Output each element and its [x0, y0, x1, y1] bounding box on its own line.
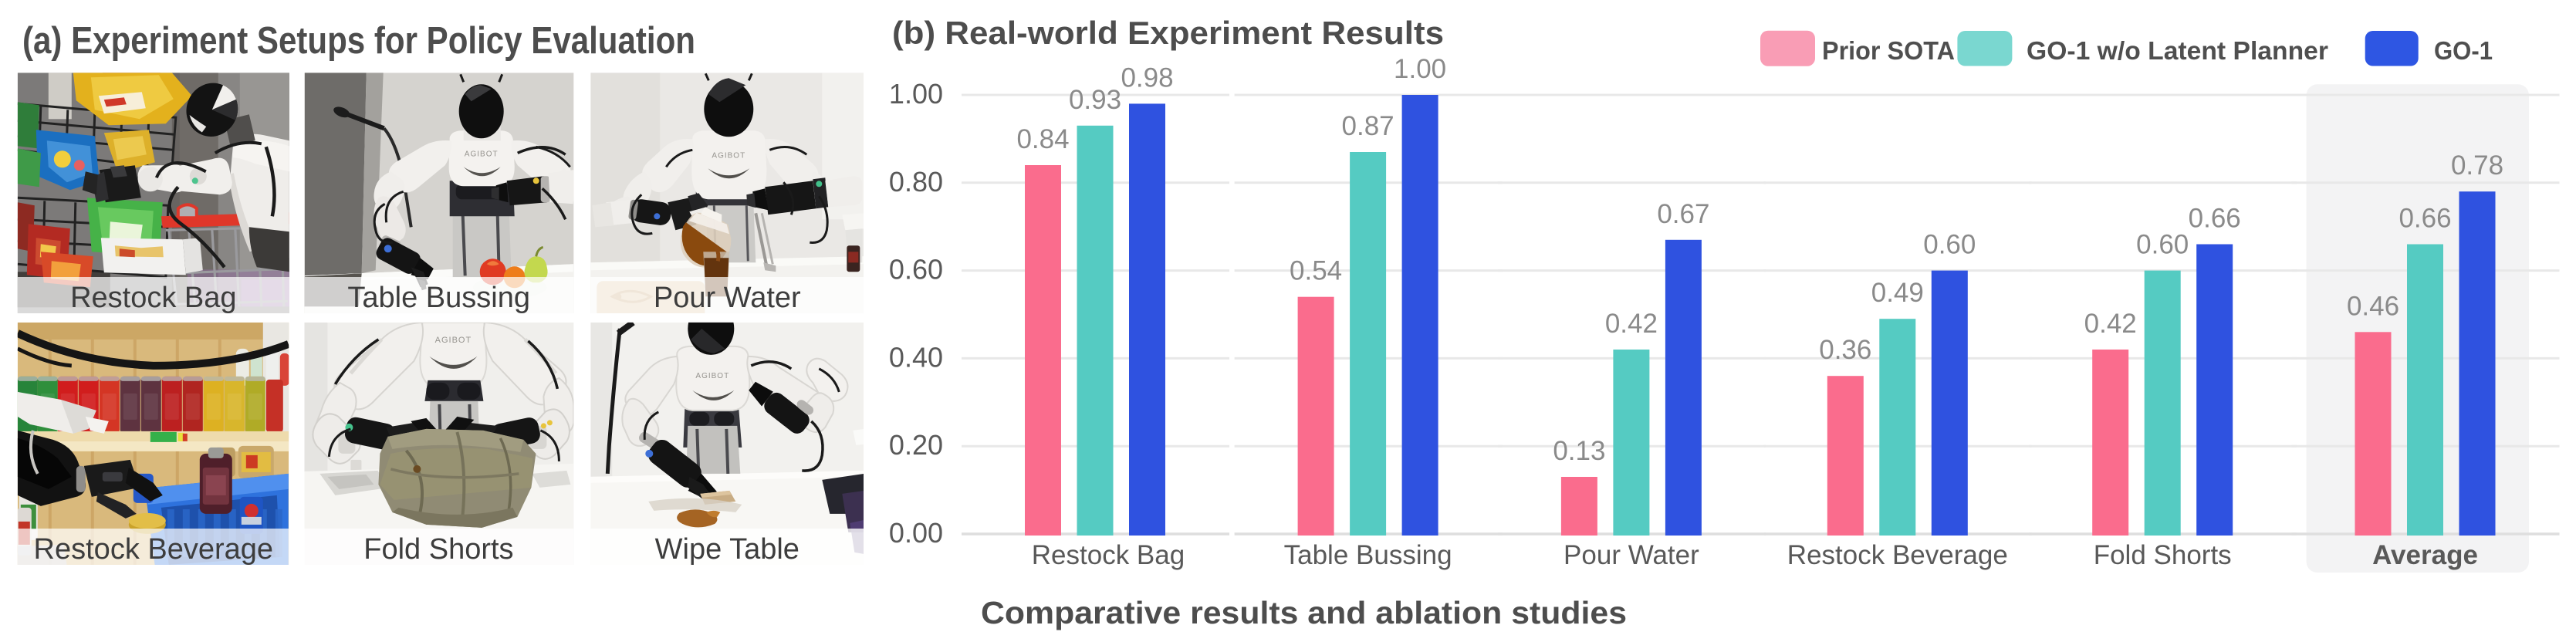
svg-text:Restock Beverage: Restock Beverage — [34, 533, 274, 566]
svg-text:Pour Water: Pour Water — [1564, 540, 1699, 570]
svg-text:1.00: 1.00 — [1394, 54, 1446, 84]
svg-text:0.40: 0.40 — [889, 341, 943, 373]
svg-text:1.00: 1.00 — [889, 78, 943, 110]
svg-text:0.13: 0.13 — [1553, 436, 1605, 466]
svg-text:Comparative results and ablati: Comparative results and ablation studies — [981, 595, 1627, 630]
svg-text:0.60: 0.60 — [2136, 230, 2189, 260]
svg-text:Pour Water: Pour Water — [654, 282, 801, 314]
svg-text:Fold Shorts: Fold Shorts — [363, 533, 513, 566]
svg-text:0.49: 0.49 — [1871, 278, 1924, 308]
svg-text:(b) Real-world Experiment Resu: (b) Real-world Experiment Results — [892, 15, 1444, 51]
svg-text:Restock Bag: Restock Bag — [70, 282, 236, 314]
svg-text:0.42: 0.42 — [2084, 309, 2137, 339]
svg-text:0.78: 0.78 — [2451, 150, 2503, 181]
svg-text:0.42: 0.42 — [1605, 309, 1658, 339]
svg-text:0.80: 0.80 — [889, 166, 943, 198]
svg-text:0.98: 0.98 — [1121, 63, 1173, 93]
svg-text:GO-1 w/o Latent Planner: GO-1 w/o Latent Planner — [2027, 36, 2328, 65]
svg-text:AGIBOT: AGIBOT — [435, 336, 472, 345]
svg-text:GO-1: GO-1 — [2434, 36, 2493, 65]
svg-text:Prior SOTA: Prior SOTA — [1822, 36, 1955, 65]
svg-text:0.20: 0.20 — [889, 429, 943, 461]
svg-text:0.87: 0.87 — [1342, 111, 1394, 141]
svg-text:AGIBOT: AGIBOT — [465, 150, 499, 158]
svg-text:Fold Shorts: Fold Shorts — [2094, 540, 2232, 570]
svg-text:0.84: 0.84 — [1016, 124, 1069, 154]
svg-text:0.36: 0.36 — [1819, 335, 1871, 365]
svg-text:Restock Bag: Restock Bag — [1032, 540, 1185, 570]
svg-text:0.60: 0.60 — [1923, 230, 1976, 260]
svg-text:0.66: 0.66 — [2189, 204, 2241, 234]
svg-text:0.66: 0.66 — [2399, 204, 2451, 234]
svg-text:0.60: 0.60 — [889, 254, 943, 286]
svg-text:AGIBOT: AGIBOT — [712, 151, 745, 160]
svg-text:0.46: 0.46 — [2347, 291, 2399, 321]
svg-text:Table Bussing: Table Bussing — [1284, 540, 1452, 570]
svg-text:0.00: 0.00 — [889, 517, 943, 549]
svg-text:Restock Beverage: Restock Beverage — [1787, 540, 2008, 570]
svg-text:AGIBOT: AGIBOT — [695, 372, 729, 380]
svg-text:Wipe Table: Wipe Table — [655, 533, 800, 566]
svg-text:0.93: 0.93 — [1069, 85, 1121, 115]
svg-text:(a) Experiment Setups for Poli: (a) Experiment Setups for Policy Evaluat… — [22, 20, 695, 62]
svg-text:Average: Average — [2372, 540, 2478, 570]
svg-text:Table Bussing: Table Bussing — [347, 282, 530, 314]
svg-text:0.54: 0.54 — [1290, 256, 1342, 286]
svg-text:0.67: 0.67 — [1657, 199, 1709, 229]
